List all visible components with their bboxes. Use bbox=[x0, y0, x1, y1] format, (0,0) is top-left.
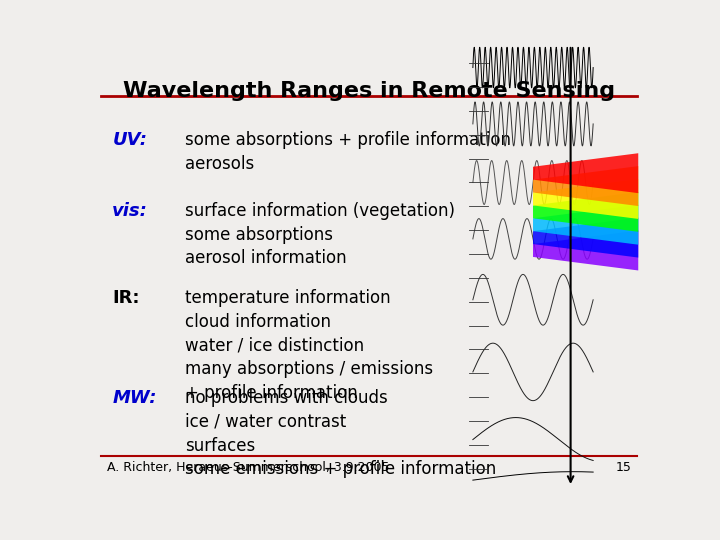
Text: surface information (vegetation): surface information (vegetation) bbox=[185, 202, 455, 220]
Text: aerosols: aerosols bbox=[185, 155, 254, 173]
Text: some absorptions: some absorptions bbox=[185, 226, 333, 244]
Text: some absorptions + profile information: some absorptions + profile information bbox=[185, 131, 511, 150]
Text: 15: 15 bbox=[616, 461, 631, 474]
Text: cloud information: cloud information bbox=[185, 313, 331, 331]
Text: UV:: UV: bbox=[112, 131, 148, 150]
Text: A. Richter, Heraeus-Summerschool, 3.9.2005: A. Richter, Heraeus-Summerschool, 3.9.20… bbox=[107, 461, 390, 474]
Text: water / ice distinction: water / ice distinction bbox=[185, 337, 364, 355]
Text: IR:: IR: bbox=[112, 289, 140, 307]
Polygon shape bbox=[533, 153, 638, 193]
Text: temperature information: temperature information bbox=[185, 289, 390, 307]
Polygon shape bbox=[533, 231, 638, 271]
Text: + profile information: + profile information bbox=[185, 384, 358, 402]
Text: some emissions + profile information: some emissions + profile information bbox=[185, 460, 496, 478]
Text: no problems with clouds: no problems with clouds bbox=[185, 389, 387, 407]
Text: Wavelength Ranges in Remote Sensing: Wavelength Ranges in Remote Sensing bbox=[123, 82, 615, 102]
Text: vis:: vis: bbox=[112, 202, 148, 220]
Polygon shape bbox=[533, 179, 638, 219]
Text: surfaces: surfaces bbox=[185, 436, 255, 455]
Text: many absorptions / emissions: many absorptions / emissions bbox=[185, 360, 433, 379]
Polygon shape bbox=[533, 192, 638, 232]
Text: MW:: MW: bbox=[112, 389, 157, 407]
Text: aerosol information: aerosol information bbox=[185, 249, 346, 267]
Polygon shape bbox=[533, 166, 638, 206]
Polygon shape bbox=[533, 218, 638, 258]
Text: ice / water contrast: ice / water contrast bbox=[185, 413, 346, 431]
Polygon shape bbox=[533, 205, 638, 245]
